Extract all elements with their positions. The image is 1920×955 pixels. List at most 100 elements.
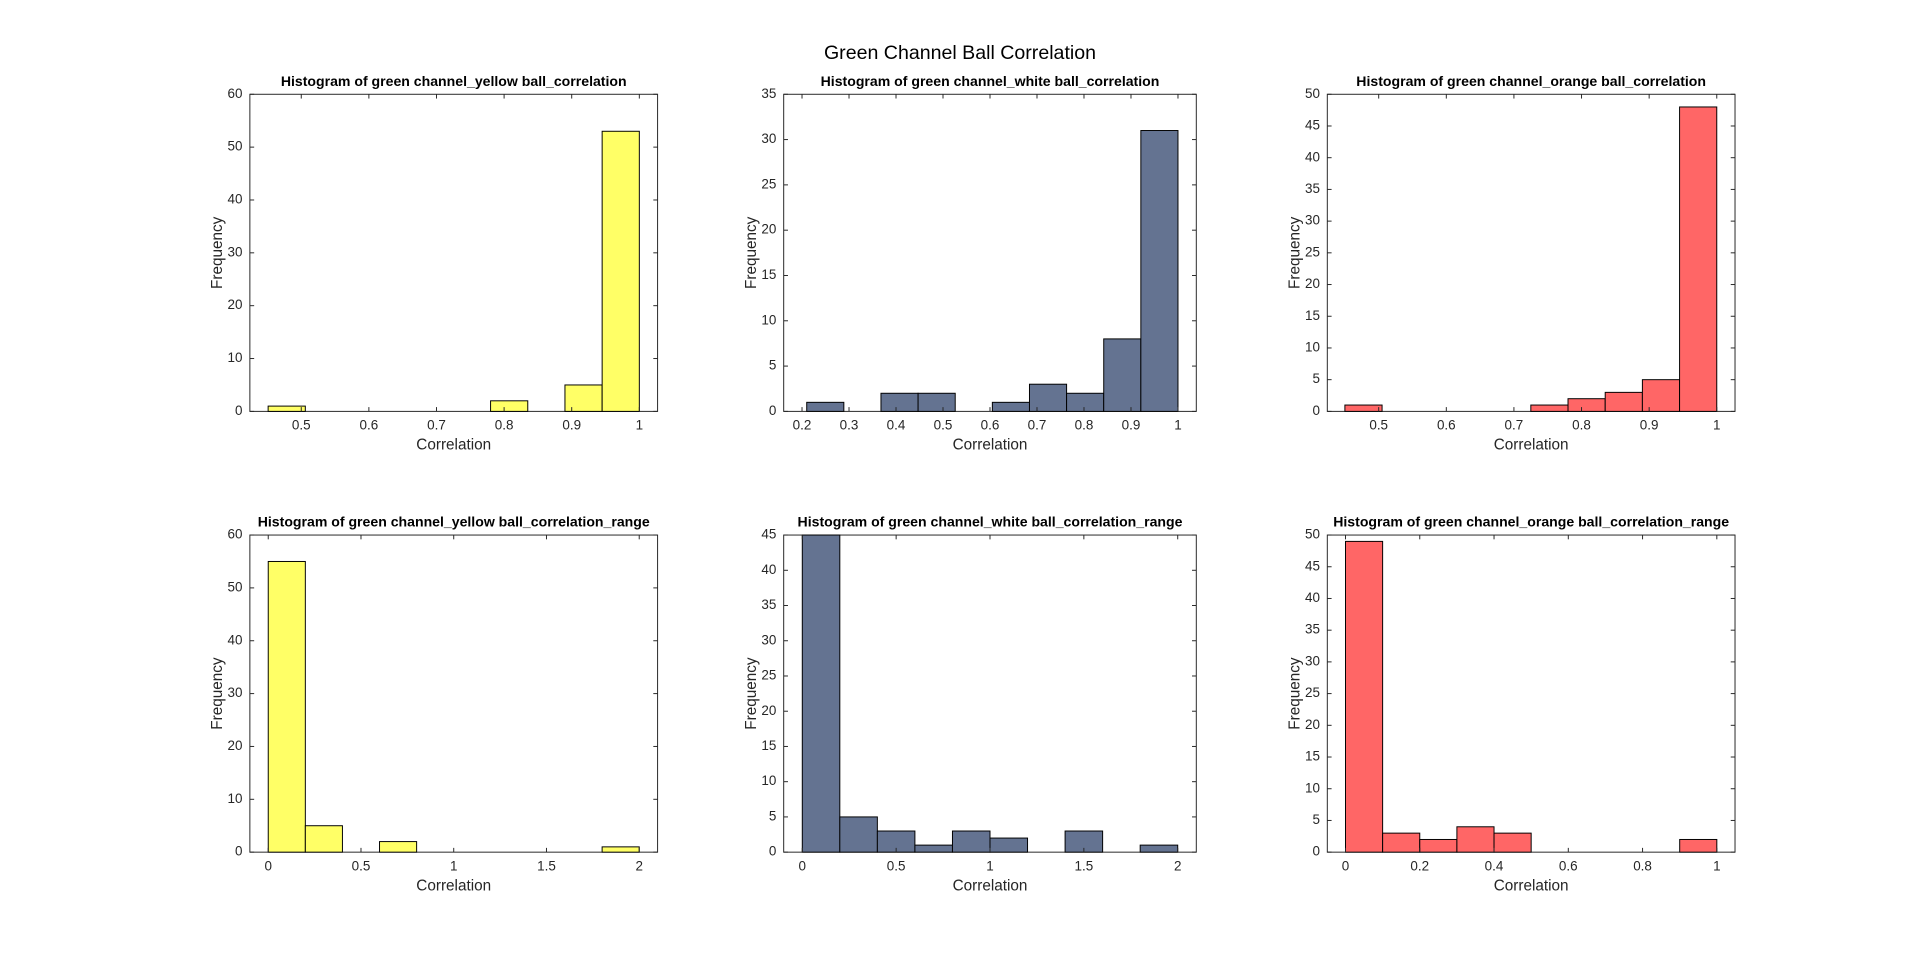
x-tick-label: 1.5	[1075, 858, 1094, 873]
y-tick-label: 60	[228, 86, 243, 101]
bar	[991, 401, 1030, 412]
y-tick-label: 10	[761, 773, 776, 788]
x-tick-label: 2	[1174, 858, 1181, 873]
bar	[1456, 826, 1495, 853]
subplot-title: Histogram of green channel_yellow ball_c…	[258, 514, 650, 530]
x-tick-label: 0.6	[1437, 418, 1456, 433]
subplot: 0.5 0.6 0.7 0.8 0.9 105101520253035404550Hist…	[1287, 73, 1736, 454]
bar	[1066, 392, 1105, 412]
bar	[806, 401, 845, 412]
y-axis-label: Frequency	[743, 657, 760, 730]
y-tick-label: 20	[761, 703, 776, 718]
axes-box	[1326, 93, 1736, 412]
bar	[1345, 540, 1384, 853]
y-axis-label: Frequency	[743, 216, 760, 289]
y-tick-label: 40	[761, 562, 776, 577]
x-tick-label: 0.2	[793, 418, 812, 433]
x-tick-label: 0.9	[1122, 418, 1141, 433]
y-tick-label: 30	[1305, 213, 1320, 228]
y-tick-label: 25	[1305, 244, 1320, 259]
y-tick-label: 35	[1305, 181, 1320, 196]
subplot-title: Histogram of green channel_white ball_co…	[821, 73, 1160, 89]
y-tick-label: 45	[1305, 558, 1320, 573]
x-tick-label: 0.5	[934, 418, 953, 433]
axes-box	[249, 93, 659, 412]
x-tick-label: 0.6	[360, 418, 379, 433]
y-axis-label: Frequency	[1287, 216, 1304, 289]
subplot-title: Histogram of green channel_orange ball_c…	[1333, 514, 1729, 530]
x-tick-label: 0.7	[1505, 418, 1524, 433]
y-tick-label: 15	[1305, 749, 1320, 764]
x-tick-label: 0.3	[840, 418, 859, 433]
x-tick-label: 0.6	[981, 418, 1000, 433]
x-tick-label: 1	[1713, 858, 1720, 873]
y-tick-label: 5	[1312, 812, 1319, 827]
bar	[1679, 838, 1718, 853]
x-tick-label: 0.8	[1572, 418, 1591, 433]
y-tick-label: 0	[1312, 844, 1319, 859]
y-axis-label: Frequency	[209, 657, 226, 730]
x-tick-label: 1	[636, 418, 643, 433]
x-tick-label: 0.5	[1369, 418, 1388, 433]
bar	[1530, 404, 1569, 412]
bar	[1604, 391, 1643, 412]
y-tick-label: 20	[228, 738, 243, 753]
y-tick-label: 0	[769, 844, 776, 859]
figure-title: Green Channel Ball Correlation	[824, 42, 1096, 64]
x-tick-label: 0.5	[352, 858, 371, 873]
x-tick-label: 1	[450, 858, 457, 873]
y-tick-label: 50	[1305, 527, 1320, 542]
bar	[914, 844, 953, 853]
y-tick-label: 35	[1305, 622, 1320, 637]
bar	[379, 841, 418, 853]
subplot: 0.2 0.3 0.4 0.5 0.6 0.7 0.8 0.9 105101520253035H…	[743, 73, 1197, 454]
y-tick-label: 25	[1305, 685, 1320, 700]
bar	[601, 130, 640, 412]
x-tick-label: 0.6	[1559, 858, 1578, 873]
y-tick-label: 0	[1312, 403, 1319, 418]
y-tick-label: 15	[761, 267, 776, 282]
x-tick-label: 0.9	[562, 418, 581, 433]
y-tick-label: 5	[769, 358, 776, 373]
y-tick-label: 30	[1305, 653, 1320, 668]
x-tick-label: 0.8	[1075, 418, 1094, 433]
x-tick-label: 1.5	[537, 858, 556, 873]
x-tick-label: 2	[635, 858, 642, 873]
axes-box	[249, 534, 659, 853]
bar	[1382, 832, 1421, 853]
bar	[267, 560, 306, 853]
bar	[1344, 404, 1383, 412]
bar	[801, 534, 841, 853]
bar	[490, 400, 529, 412]
bar	[1679, 106, 1718, 412]
bar	[989, 837, 1029, 853]
y-tick-label: 10	[228, 350, 243, 365]
x-axis-label: Correlation	[1494, 437, 1569, 454]
y-tick-label: 20	[761, 222, 776, 237]
x-tick-label: 1	[1174, 418, 1181, 433]
y-tick-label: 25	[761, 176, 776, 191]
x-tick-label: 0.7	[1028, 418, 1047, 433]
x-tick-label: 0.5	[887, 858, 906, 873]
y-tick-label: 45	[761, 527, 776, 542]
x-tick-label: 0.8	[495, 418, 514, 433]
y-tick-label: 60	[228, 527, 243, 542]
bar	[880, 392, 919, 412]
y-tick-label: 5	[769, 808, 776, 823]
y-tick-label: 0	[235, 844, 242, 859]
y-tick-label: 10	[1305, 780, 1320, 795]
subplot-title: Histogram of green channel_white ball_co…	[798, 514, 1183, 530]
y-tick-label: 45	[1305, 118, 1320, 133]
bar	[1419, 838, 1458, 853]
bar	[1103, 338, 1142, 412]
y-axis-label: Frequency	[1287, 657, 1304, 730]
x-tick-label: 0.2	[1410, 858, 1429, 873]
bar	[1139, 844, 1179, 853]
bar	[304, 825, 343, 853]
x-axis-label: Correlation	[1494, 877, 1569, 894]
subplot-title: Histogram of green channel_yellow ball_c…	[281, 73, 627, 89]
y-tick-label: 10	[1305, 340, 1320, 355]
